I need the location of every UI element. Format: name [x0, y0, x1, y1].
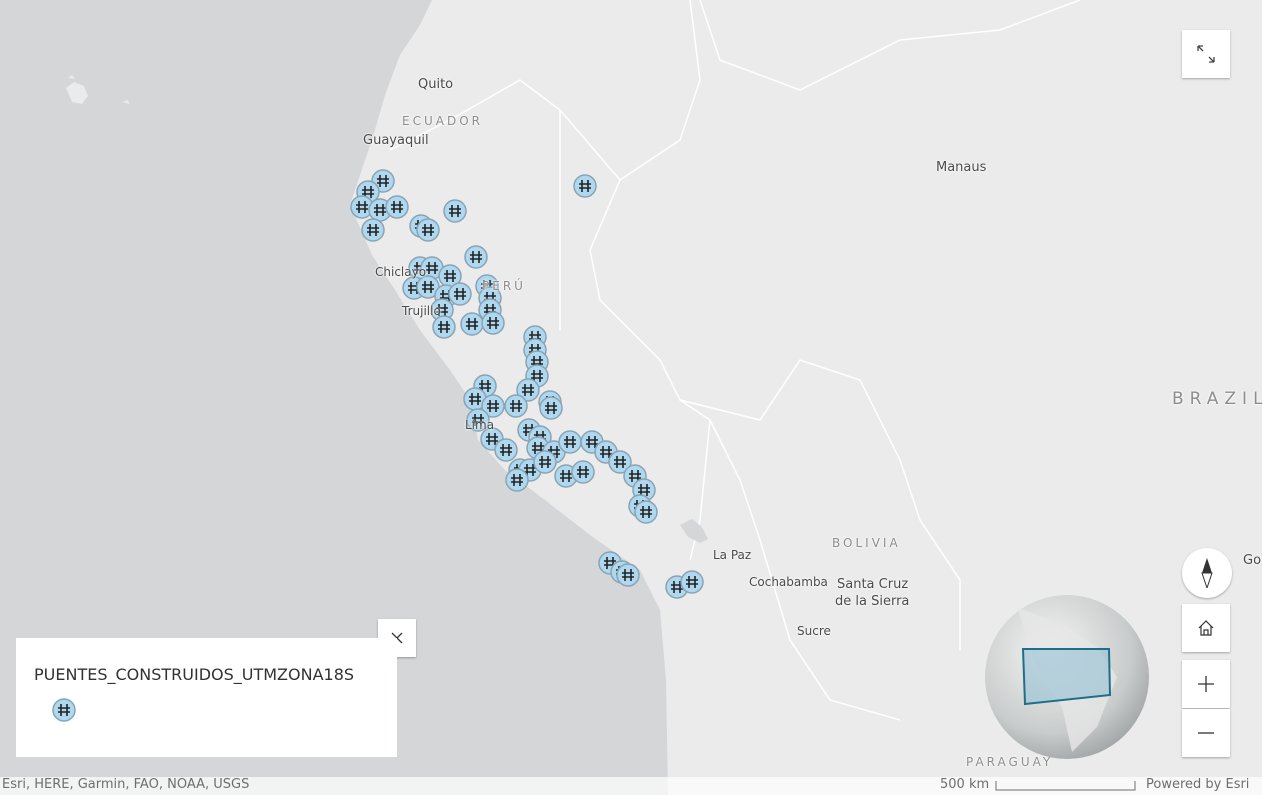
country-label: ECUADOR	[402, 114, 483, 128]
bridge-marker[interactable]	[448, 282, 472, 306]
land	[350, 0, 1262, 795]
bridge-marker[interactable]	[416, 218, 440, 242]
legend-title: PUENTES_CONSTRUIDOS_UTMZONA18S	[34, 665, 355, 684]
icon	[1198, 620, 1214, 636]
attribution: Esri, HERE, Garmin, FAO, NOAA, USGS	[2, 777, 250, 792]
overview-globe	[985, 595, 1149, 759]
bridge-marker[interactable]	[616, 563, 640, 587]
country-label: PERÚ	[482, 279, 526, 293]
bridge-markers	[350, 169, 704, 599]
place-label: Lima	[465, 418, 495, 432]
bridge-marker[interactable]	[350, 195, 374, 219]
place-label: Sucre	[797, 624, 831, 638]
icon	[1197, 45, 1215, 63]
country-label: BOLIVIA	[832, 536, 901, 550]
bridge-marker[interactable]	[505, 468, 529, 492]
bridge-marker[interactable]	[571, 460, 595, 484]
country-label: BRAZIL	[1172, 389, 1262, 409]
home-button[interactable]	[1182, 604, 1230, 652]
bridge-marker[interactable]	[608, 450, 632, 474]
bridge-marker[interactable]	[420, 256, 444, 280]
bridge-marker[interactable]	[466, 408, 490, 432]
bridge-marker[interactable]	[416, 275, 440, 299]
attribution-bar: Esri, HERE, Garmin, FAO, NOAA, USGS 500 …	[0, 777, 1262, 795]
bridge-marker[interactable]	[438, 264, 462, 288]
bridge-marker[interactable]	[432, 315, 456, 339]
bridge-marker[interactable]	[430, 298, 454, 322]
compass-button[interactable]	[1182, 548, 1232, 598]
bridge-marker[interactable]	[680, 570, 704, 594]
lake	[680, 519, 708, 543]
legend: PUENTES_CONSTRUIDOS_UTMZONA18S	[16, 638, 397, 757]
bridge-marker[interactable]	[504, 394, 528, 418]
bridge-marker[interactable]	[634, 500, 658, 524]
place-label: de la Sierra	[835, 594, 910, 609]
place-label: Trujillo	[402, 304, 441, 318]
bridge-marker[interactable]	[539, 396, 563, 420]
bridge-marker[interactable]	[481, 311, 505, 335]
bridge-marker[interactable]	[494, 438, 518, 462]
legend-symbol	[52, 698, 76, 722]
bridge-marker[interactable]	[573, 174, 597, 198]
place-label: Go	[1243, 553, 1262, 568]
bridge-marker[interactable]	[516, 378, 540, 402]
icon	[1198, 732, 1214, 734]
bridge-marker[interactable]	[464, 245, 488, 269]
place-label: Santa Cruz	[837, 577, 909, 592]
bridge-marker[interactable]	[385, 195, 409, 219]
bridge-marker[interactable]	[460, 312, 484, 336]
icon	[1198, 676, 1214, 692]
icon	[1201, 558, 1213, 588]
island	[66, 75, 130, 104]
scale-bar	[995, 781, 1136, 791]
powered-by: Powered by Esri	[1146, 777, 1250, 792]
scale-label: 500 km	[940, 777, 990, 792]
zoom-out-button[interactable]	[1182, 709, 1230, 757]
borders	[389, 0, 1081, 721]
zoom-in-button[interactable]	[1182, 660, 1230, 708]
bridge-marker[interactable]	[52, 698, 76, 722]
bridge-marker[interactable]	[558, 430, 582, 454]
bridge-marker[interactable]	[361, 218, 385, 242]
place-label: Chiclayo	[375, 265, 427, 279]
place-label: Quito	[418, 77, 454, 92]
bridge-marker[interactable]	[443, 199, 467, 223]
place-label: Cochabamba	[749, 575, 828, 589]
place-label: Manaus	[936, 160, 987, 175]
bridge-marker[interactable]	[533, 450, 557, 474]
place-label: Guayaquil	[363, 133, 429, 148]
country-label: PARAGUAY	[966, 755, 1054, 769]
bridge-marker[interactable]	[481, 394, 505, 418]
place-label: La Paz	[713, 548, 752, 562]
fullscreen-button[interactable]	[1182, 30, 1230, 78]
